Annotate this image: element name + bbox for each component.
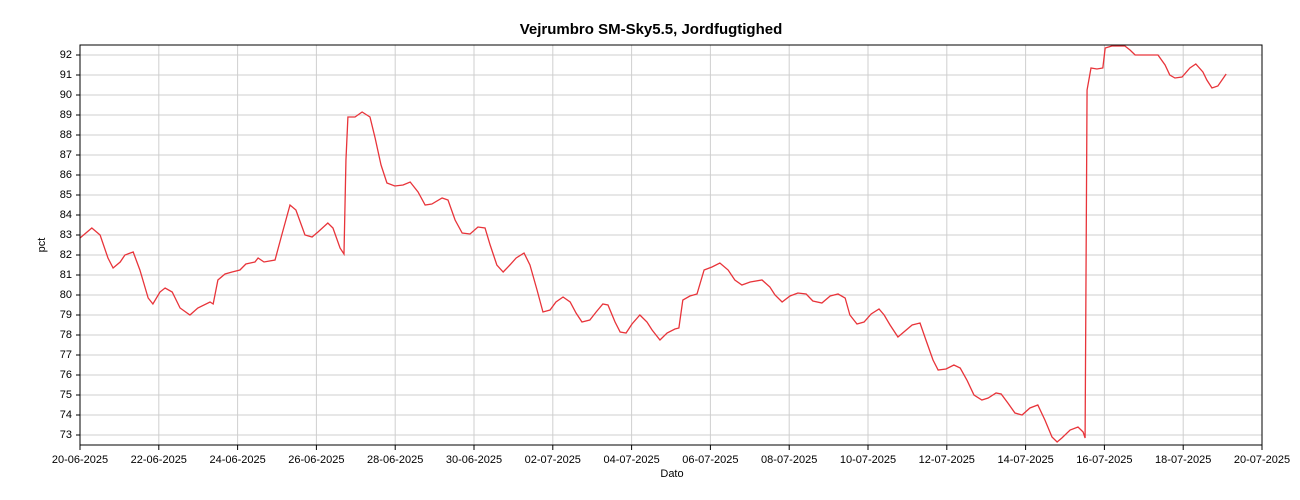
x-tick-label: 12-07-2025: [919, 454, 975, 466]
y-tick-label: 73: [60, 429, 72, 441]
x-tick-label: 20-06-2025: [52, 454, 108, 466]
y-tick-label: 75: [60, 389, 72, 401]
x-tick-label: 26-06-2025: [288, 454, 344, 466]
y-tick-label: 91: [60, 69, 72, 81]
y-tick-label: 86: [60, 169, 72, 181]
x-tick-label: 16-07-2025: [1076, 454, 1132, 466]
y-tick-label: 90: [60, 89, 72, 101]
x-tick-label: 10-07-2025: [840, 454, 896, 466]
plot: [79, 45, 1227, 443]
y-tick-label: 80: [60, 289, 72, 301]
x-tick-label: 28-06-2025: [367, 454, 423, 466]
y-tick-label: 77: [60, 349, 72, 361]
x-tick-label: 14-07-2025: [997, 454, 1053, 466]
y-tick-label: 78: [60, 329, 72, 341]
x-tick-label: 06-07-2025: [682, 454, 738, 466]
x-tick-label: 24-06-2025: [209, 454, 265, 466]
x-tick-label: 08-07-2025: [761, 454, 817, 466]
x-axis-label: Dato: [660, 468, 683, 480]
y-axis-label: pct: [36, 238, 48, 253]
y-tick-label: 87: [60, 149, 72, 161]
x-tick-label: 04-07-2025: [603, 454, 659, 466]
y-tick-label: 79: [60, 309, 72, 321]
x-tick-label: 20-07-2025: [1234, 454, 1290, 466]
x-tick-label: 02-07-2025: [525, 454, 581, 466]
y-tick-label: 82: [60, 249, 72, 261]
y-tick-label: 76: [60, 369, 72, 381]
y-tick-label: 83: [60, 229, 72, 241]
y-tick-label: 89: [60, 109, 72, 121]
y-tick-label: 81: [60, 269, 72, 281]
y-tick-label: 88: [60, 129, 72, 141]
x-tick-label: 18-07-2025: [1155, 454, 1211, 466]
y-tick-label: 84: [60, 209, 72, 221]
data-line: [79, 45, 1227, 443]
y-tick-label: 92: [60, 49, 72, 61]
grid: 73 74 75 76 77 78 79 80 81 82 83 84 85 86 87 88 89 90 91 92…: [52, 45, 1290, 466]
x-tick-label: 22-06-2025: [131, 454, 187, 466]
plot-frame: [79, 44, 1263, 446]
y-tick-label: 85: [60, 189, 72, 201]
x-tick-label: 30-06-2025: [446, 454, 502, 466]
chart-title: Vejrumbro SM-Sky5.5, Jordfugtighed: [520, 21, 783, 38]
y-tick-label: 74: [60, 409, 72, 421]
